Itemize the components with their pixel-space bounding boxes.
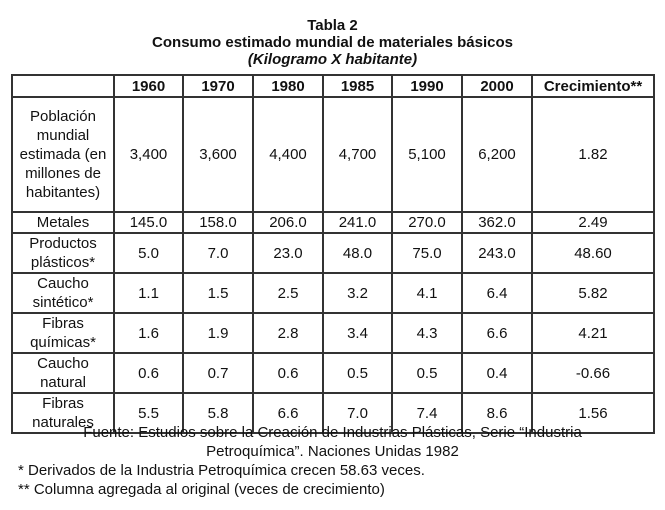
- table-cell: 1.6: [113, 312, 184, 354]
- table-row: Caucho sintético* 1.1 1.5 2.5 3.2 4.1 6.4 5.82: [11, 272, 655, 314]
- table-cell: 0.5: [322, 352, 393, 394]
- table-cell: 0.5: [391, 352, 463, 394]
- table-row: Fibras químicas* 1.6 1.9 2.8 3.4 4.3 6.6 4.21: [11, 312, 655, 354]
- table-cell: 1.82: [531, 96, 655, 213]
- table-cell: 1.9: [182, 312, 254, 354]
- table-row: Productos plásticos* 5.0 7.0 23.0 48.0 75.0 24…: [11, 232, 655, 274]
- table-cell: 6.6: [252, 392, 324, 434]
- table-cell: 4,400: [252, 96, 324, 213]
- table-caption: Tabla 2 Consumo estimado mundial de mate…: [0, 17, 665, 68]
- table-cell: 4.3: [391, 312, 463, 354]
- table-cell: 3.2: [322, 272, 393, 314]
- row-label: Caucho natural: [11, 352, 115, 394]
- table-title: Tabla 2: [307, 17, 358, 34]
- row-label: Fibras químicas*: [11, 312, 115, 354]
- table-subtitle: Consumo estimado mundial de materiales b…: [152, 34, 513, 51]
- row-label: Caucho sintético*: [11, 272, 115, 314]
- table-cell: 5.8: [182, 392, 254, 434]
- table-cell: 0.7: [182, 352, 254, 394]
- table-cell: 0.6: [252, 352, 324, 394]
- table-cell: 5.82: [531, 272, 655, 314]
- table-cell: 5,100: [391, 96, 463, 213]
- table-row: Fibras naturales 5.5 5.8 6.6 7.0 7.4 8.6 1.56: [11, 392, 655, 434]
- table-cell: 8.6: [461, 392, 533, 434]
- consumption-table: 1960 1970 1980 1985 1990 2000 Crecimiento** Po…: [11, 74, 655, 434]
- footnote-1: * Derivados de la Industria Petroquímica…: [18, 462, 425, 479]
- column-header: Crecimiento**: [531, 74, 655, 98]
- row-label: Fibras naturales: [11, 392, 115, 434]
- row-label: Metales: [11, 211, 115, 234]
- table-cell: 7.0: [322, 392, 393, 434]
- row-label: Población mundial estimada (en millones …: [11, 96, 115, 213]
- table-cell: 1.1: [113, 272, 184, 314]
- table-cell: -0.66: [531, 352, 655, 394]
- table-cell: 3,400: [113, 96, 184, 213]
- table-cell: 6,200: [461, 96, 533, 213]
- table-cell: 206.0: [252, 211, 324, 234]
- table-cell: 1.5: [182, 272, 254, 314]
- table-cell: 6.6: [461, 312, 533, 354]
- table-cell: 243.0: [461, 232, 533, 274]
- table-row: Población mundial estimada (en millones …: [11, 96, 655, 213]
- table-units: (Kilogramo X habitante): [247, 51, 418, 68]
- table-cell: 5.5: [113, 392, 184, 434]
- table-cell: 4,700: [322, 96, 393, 213]
- table-cell: 75.0: [391, 232, 463, 274]
- table-cell: 1.56: [531, 392, 655, 434]
- table-row: Caucho natural 0.6 0.7 0.6 0.5 0.5 0.4 -0.66: [11, 352, 655, 394]
- column-header: 1985: [322, 74, 393, 98]
- table-cell: 4.1: [391, 272, 463, 314]
- table-row: Metales 145.0 158.0 206.0 241.0 270.0 362.0 2.4…: [11, 211, 655, 234]
- table-cell: 241.0: [322, 211, 393, 234]
- column-header: [11, 74, 115, 98]
- column-header: 1970: [182, 74, 254, 98]
- table-cell: 145.0: [113, 211, 184, 234]
- table-cell: 7.4: [391, 392, 463, 434]
- column-header: 1990: [391, 74, 463, 98]
- footnote-2: ** Columna agregada al original (veces d…: [18, 481, 385, 498]
- table-cell: 5.0: [113, 232, 184, 274]
- table-cell: 48.60: [531, 232, 655, 274]
- table-cell: 6.4: [461, 272, 533, 314]
- column-header: 1980: [252, 74, 324, 98]
- table-cell: 7.0: [182, 232, 254, 274]
- row-label: Productos plásticos*: [11, 232, 115, 274]
- table-footer: Fuente: Estudios sobre la Creación de In…: [0, 423, 665, 499]
- column-header: 2000: [461, 74, 533, 98]
- table-cell: 0.4: [461, 352, 533, 394]
- table-cell: 23.0: [252, 232, 324, 274]
- table-cell: 2.8: [252, 312, 324, 354]
- table-cell: 270.0: [391, 211, 463, 234]
- header-row: 1960 1970 1980 1985 1990 2000 Crecimiento**: [11, 74, 655, 98]
- table-cell: 2.5: [252, 272, 324, 314]
- table-cell: 2.49: [531, 211, 655, 234]
- table-cell: 362.0: [461, 211, 533, 234]
- source-note: Fuente: Estudios sobre la Creación de In…: [83, 424, 582, 460]
- table-cell: 48.0: [322, 232, 393, 274]
- column-header: 1960: [113, 74, 184, 98]
- table-cell: 0.6: [113, 352, 184, 394]
- table-cell: 3.4: [322, 312, 393, 354]
- table-cell: 4.21: [531, 312, 655, 354]
- table-cell: 158.0: [182, 211, 254, 234]
- table-cell: 3,600: [182, 96, 254, 213]
